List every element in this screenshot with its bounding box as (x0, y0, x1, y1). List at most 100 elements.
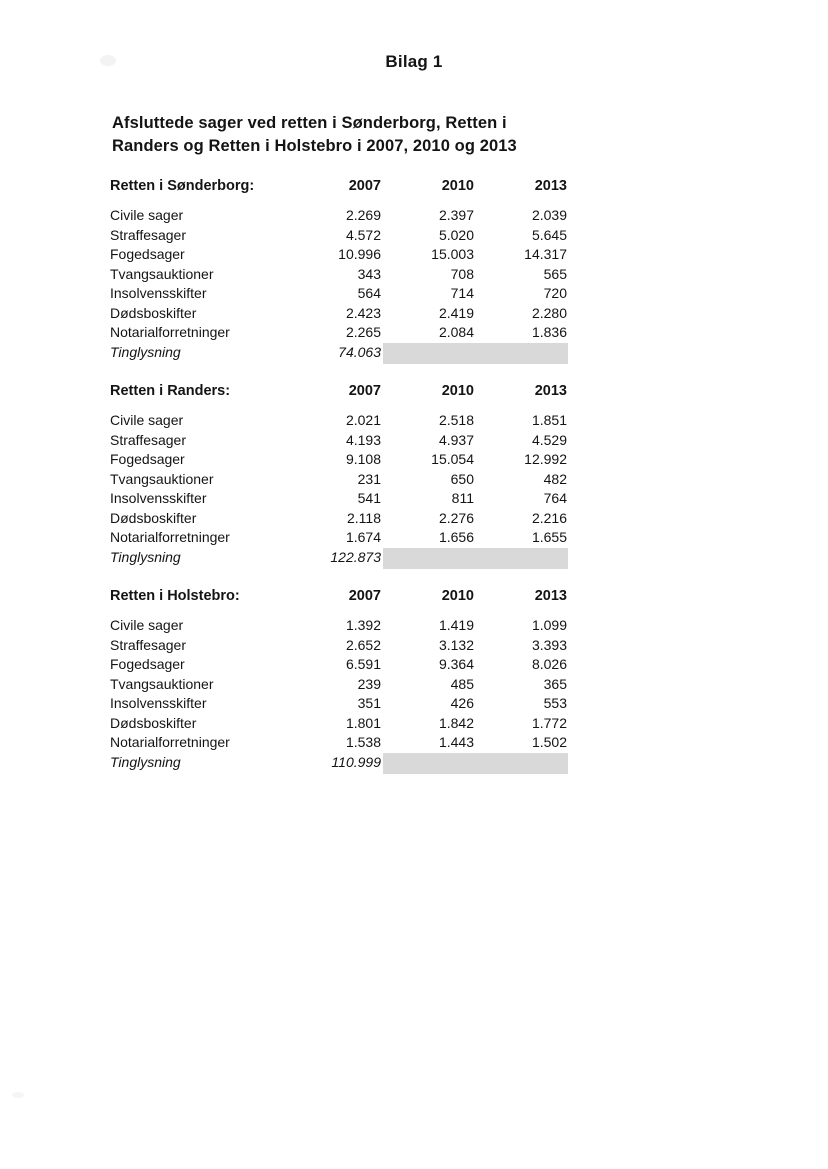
value-2007: 2.021 (345, 412, 381, 428)
year-header-2010: 2010 (441, 383, 474, 399)
tinglysning-shaded-cell (383, 342, 568, 364)
value-2010: 714 (450, 285, 474, 301)
row-label: Dødsboskifter (110, 509, 197, 526)
table-row: Straffesager 4.193 4.937 4.529 (110, 432, 567, 452)
value-2007: 239 (357, 675, 381, 692)
value-2007: 351 (357, 695, 381, 711)
table-row: Tvangsauktioner 231 650 482 (110, 471, 567, 491)
row-label: Straffesager (110, 636, 187, 653)
value-2010: 15.003 (431, 246, 474, 262)
value-2013: 764 (543, 490, 567, 506)
value-2013: 14.317 (524, 246, 567, 262)
table-row: Notarialforretninger 1.538 1.443 1.502 (110, 734, 567, 754)
value-2013: 553 (543, 695, 567, 711)
value-2013: 365 (543, 675, 567, 692)
value-2010: 5.020 (438, 226, 474, 243)
value-2007: 2.423 (345, 304, 381, 321)
value-2007: 74.063 (338, 343, 381, 360)
tinglysning-row: Tinglysning 74.063 (110, 342, 568, 364)
heading-line-2: Randers og Retten i Holstebro i 2007, 20… (112, 137, 517, 155)
value-2010: 1.443 (438, 734, 474, 750)
value-2013: 5.645 (531, 226, 567, 243)
tables-container: Retten i Sønderborg: 2007 2010 2013 Civi… (110, 178, 568, 793)
table-sonderborg: Retten i Sønderborg: 2007 2010 2013 Civi… (110, 178, 568, 364)
table-title: Retten i Sønderborg: (110, 178, 255, 194)
value-2010: 4.937 (438, 431, 474, 448)
heading-line-1: Afsluttede sager ved retten i Sønderborg… (112, 114, 507, 132)
year-header-2013: 2013 (534, 178, 567, 194)
value-2013: 4.529 (531, 431, 567, 448)
row-label: Civile sager (110, 412, 184, 428)
value-2010: 1.419 (438, 617, 474, 633)
row-label: Straffesager (110, 431, 187, 448)
value-2007: 2.118 (347, 509, 381, 526)
row-label: Tinglysning (110, 753, 181, 770)
value-2007: 1.674 (345, 529, 381, 545)
value-2007: 1.538 (345, 734, 381, 750)
row-label: Notarialforretninger (110, 529, 230, 545)
value-2007: 2.269 (345, 207, 381, 223)
row-label: Dødsboskifter (110, 714, 197, 731)
value-2010: 650 (450, 470, 474, 487)
row-label: Dødsboskifter (110, 304, 197, 321)
value-2010: 1.842 (438, 714, 474, 731)
table-row: Dødsboskifter 1.801 1.842 1.772 (110, 715, 567, 735)
row-label: Fogedsager (110, 451, 185, 467)
value-2010: 2.518 (438, 412, 474, 428)
scan-artifact (12, 1092, 24, 1098)
value-2010: 3.132 (438, 636, 474, 653)
value-2013: 482 (543, 470, 567, 487)
value-2013: 1.836 (531, 324, 567, 340)
row-label: Tvangsauktioner (110, 675, 214, 692)
tinglysning-row: Tinglysning 122.873 (110, 547, 568, 569)
value-2013: 2.216 (531, 509, 567, 526)
row-label: Civile sager (110, 207, 184, 223)
value-2013: 12.992 (524, 451, 567, 467)
value-2007: 1.392 (345, 617, 381, 633)
table-header-row: Retten i Holstebro: 2007 2010 2013 (110, 588, 567, 608)
table-row: Dødsboskifter 2.118 2.276 2.216 (110, 510, 567, 530)
table-header-row: Retten i Randers: 2007 2010 2013 (110, 383, 567, 403)
row-label: Fogedsager (110, 246, 185, 262)
value-2010: 1.656 (438, 529, 474, 545)
table-row: Civile sager 1.392 1.419 1.099 (110, 617, 567, 637)
table-row: Civile sager 2.021 2.518 1.851 (110, 412, 567, 432)
tinglysning-shaded-cell (383, 547, 568, 569)
year-header-2007: 2007 (348, 178, 381, 194)
value-2007: 6.591 (345, 656, 381, 672)
value-2010: 426 (450, 695, 474, 711)
table-row: Tvangsauktioner 239 485 365 (110, 676, 567, 696)
row-label: Tinglysning (110, 548, 181, 565)
row-label: Insolvensskifter (110, 490, 207, 506)
table-row: Notarialforretninger 2.265 2.084 1.836 (110, 324, 567, 344)
value-2010: 15.054 (431, 451, 474, 467)
value-2013: 1.851 (531, 412, 567, 428)
year-header-2010: 2010 (441, 178, 474, 194)
row-label: Tinglysning (110, 343, 181, 360)
row-label: Fogedsager (110, 656, 185, 672)
row-label: Tvangsauktioner (110, 470, 214, 487)
table-row: Tvangsauktioner 343 708 565 (110, 266, 567, 286)
year-header-2013: 2013 (534, 383, 567, 399)
value-2007: 4.193 (345, 431, 381, 448)
value-2007: 231 (357, 470, 381, 487)
document-heading: Afsluttede sager ved retten i Sønderborg… (112, 112, 517, 158)
value-2013: 2.280 (531, 304, 567, 321)
table-randers: Retten i Randers: 2007 2010 2013 Civile … (110, 383, 568, 569)
row-label: Tvangsauktioner (110, 265, 214, 282)
value-2007: 2.652 (345, 636, 381, 653)
value-2013: 720 (543, 285, 567, 301)
value-2013: 1.099 (531, 617, 567, 633)
value-2007: 9.108 (345, 451, 381, 467)
table-row: Fogedsager 9.108 15.054 12.992 (110, 451, 567, 471)
table-row: Insolvensskifter 564 714 720 (110, 285, 567, 305)
row-label: Straffesager (110, 226, 187, 243)
year-header-2010: 2010 (441, 588, 474, 604)
value-2013: 8.026 (531, 656, 567, 672)
table-header-row: Retten i Sønderborg: 2007 2010 2013 (110, 178, 567, 198)
year-header-2007: 2007 (348, 588, 381, 604)
value-2007: 564 (357, 285, 381, 301)
value-2013: 1.502 (531, 734, 567, 750)
row-label: Civile sager (110, 617, 184, 633)
value-2007: 4.572 (345, 226, 381, 243)
